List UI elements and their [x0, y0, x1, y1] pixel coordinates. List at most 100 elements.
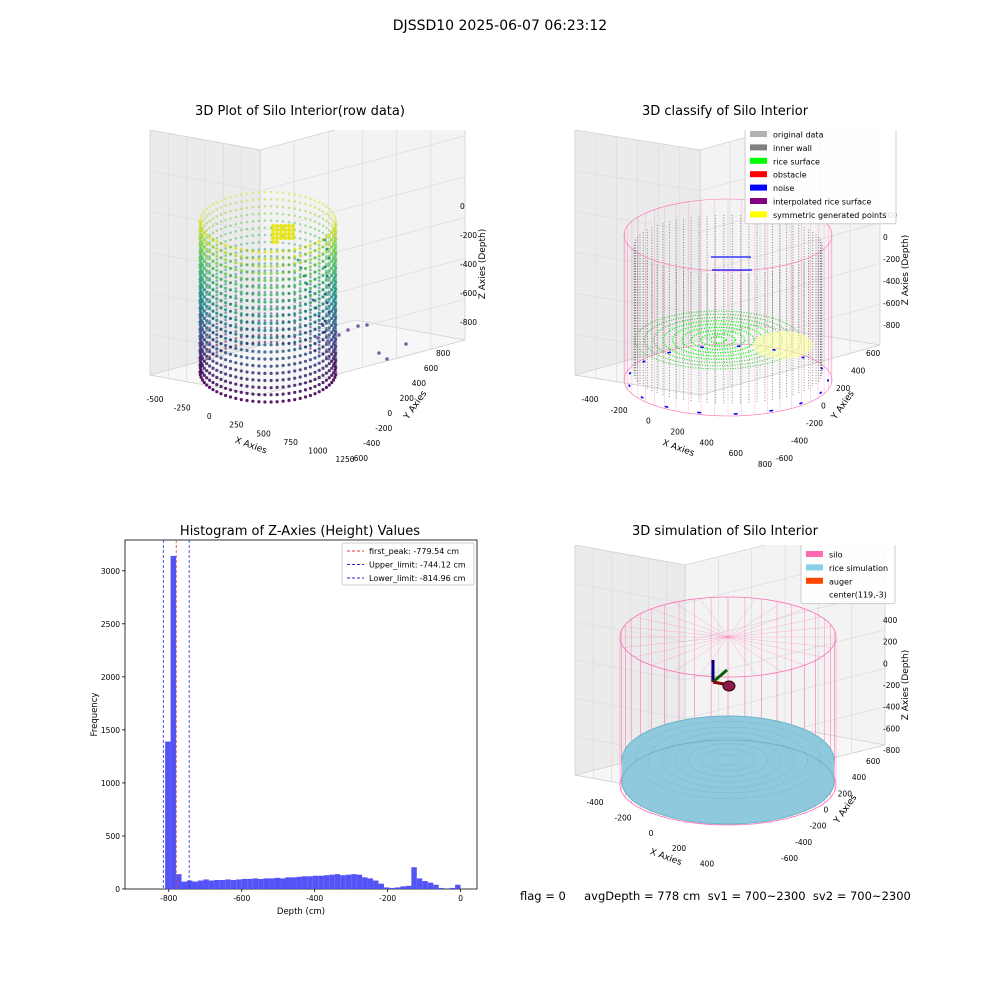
scatter-point: [211, 288, 215, 292]
scatter-point: [199, 353, 202, 357]
scatter-point: [208, 283, 211, 287]
scatter-point: [313, 213, 317, 216]
scatter-point: [281, 298, 285, 302]
scatter-point: [281, 327, 285, 330]
noise-point: [743, 256, 745, 258]
scatter-point: [281, 262, 285, 266]
scatter-point: [271, 224, 275, 228]
scatter-point: [333, 343, 337, 347]
histogram-bar: [367, 878, 374, 889]
scatter-point: [302, 274, 306, 278]
scatter-point: [283, 232, 287, 236]
scatter-point: [199, 229, 203, 233]
scatter-point: [293, 328, 296, 332]
scatter-point: [317, 222, 321, 225]
scatter-point: [308, 351, 312, 355]
scatter-point: [224, 333, 227, 336]
scatter-point: [321, 359, 325, 363]
scatter-point: [211, 359, 215, 363]
scatter-point: [281, 284, 285, 287]
histogram-bar: [274, 877, 281, 889]
scatter-point: [321, 303, 325, 306]
histogram-bar: [427, 882, 434, 889]
scatter-point: [201, 312, 204, 316]
scatter-point: [269, 300, 273, 304]
scatter-point: [257, 278, 261, 282]
scatter-point: [199, 315, 203, 318]
scatter-point: [240, 343, 243, 346]
scatter-point: [205, 362, 209, 366]
scatter-point: [317, 333, 321, 337]
scatter-point: [215, 208, 219, 211]
scatter-point: [332, 312, 335, 316]
scatter-point: [201, 212, 204, 216]
legend-swatch: [806, 564, 823, 571]
scatter-point: [333, 293, 337, 297]
scatter-point: [293, 343, 296, 346]
scatter-point: [234, 344, 238, 347]
histogram-bar: [208, 880, 215, 889]
scatter-point: [208, 235, 212, 239]
histogram-bar: [449, 887, 456, 889]
scatter-point: [275, 357, 279, 361]
scatter-point: [324, 250, 328, 254]
scatter-point: [219, 256, 223, 259]
noise-point: [717, 256, 719, 258]
scatter-point: [203, 274, 206, 277]
scatter-point: [281, 320, 285, 323]
scatter-point: [263, 326, 267, 329]
scatter-point: [263, 212, 267, 215]
y-tick-label: 2000: [101, 673, 120, 682]
scatter-point: [321, 310, 325, 313]
noise-point: [733, 413, 736, 415]
scatter-point: [321, 245, 325, 249]
noise-point: [723, 256, 725, 258]
x-tick-label: -250: [174, 404, 191, 413]
scatter-point: [205, 272, 208, 275]
silo-wire: [634, 616, 729, 638]
histogram-bar: [280, 878, 286, 889]
scatter-point: [287, 199, 291, 202]
noise-point: [726, 269, 728, 271]
scatter-point: [205, 286, 208, 289]
scatter-point: [215, 293, 219, 297]
histogram-bar: [400, 886, 406, 889]
scatter-point: [327, 319, 331, 323]
scatter-point: [203, 338, 206, 342]
scatter-point: [240, 257, 243, 260]
scatter-point: [263, 300, 267, 304]
scatter-point: [219, 241, 223, 245]
scatter-point: [303, 359, 308, 363]
scatter-point: [325, 326, 328, 330]
z-tick-label: -800: [460, 318, 477, 327]
scatter-point: [304, 217, 307, 220]
scatter-point: [199, 325, 202, 328]
scatter-point: [251, 284, 255, 287]
plot4-title: 3D simulation of Silo Interior: [632, 524, 818, 539]
scatter-point: [325, 312, 328, 316]
scatter-point: [327, 326, 331, 330]
y-tick-label: 0: [115, 885, 120, 894]
scatter-point: [325, 205, 328, 208]
scatter-point: [205, 269, 209, 273]
scatter-point: [309, 311, 312, 315]
scatter-point: [263, 293, 267, 297]
scatter-point: [224, 225, 227, 229]
scatter-point: [263, 276, 267, 279]
scatter-point: [229, 202, 232, 206]
scatter-point: [321, 345, 325, 349]
histogram-bar: [290, 877, 297, 889]
scatter-point: [229, 209, 232, 213]
scatter-point: [205, 329, 208, 332]
scatter-point: [324, 335, 328, 339]
scatter-point: [317, 236, 321, 240]
scatter-point: [229, 309, 232, 313]
scatter-point: [317, 240, 321, 244]
scatter-point: [245, 320, 249, 324]
scatter-point: [275, 312, 279, 315]
noise-point: [739, 256, 741, 258]
scatter-point: [330, 353, 333, 356]
scatter-point: [229, 259, 232, 263]
scatter-point: [224, 340, 227, 343]
x-tick-label: -800: [160, 894, 177, 903]
